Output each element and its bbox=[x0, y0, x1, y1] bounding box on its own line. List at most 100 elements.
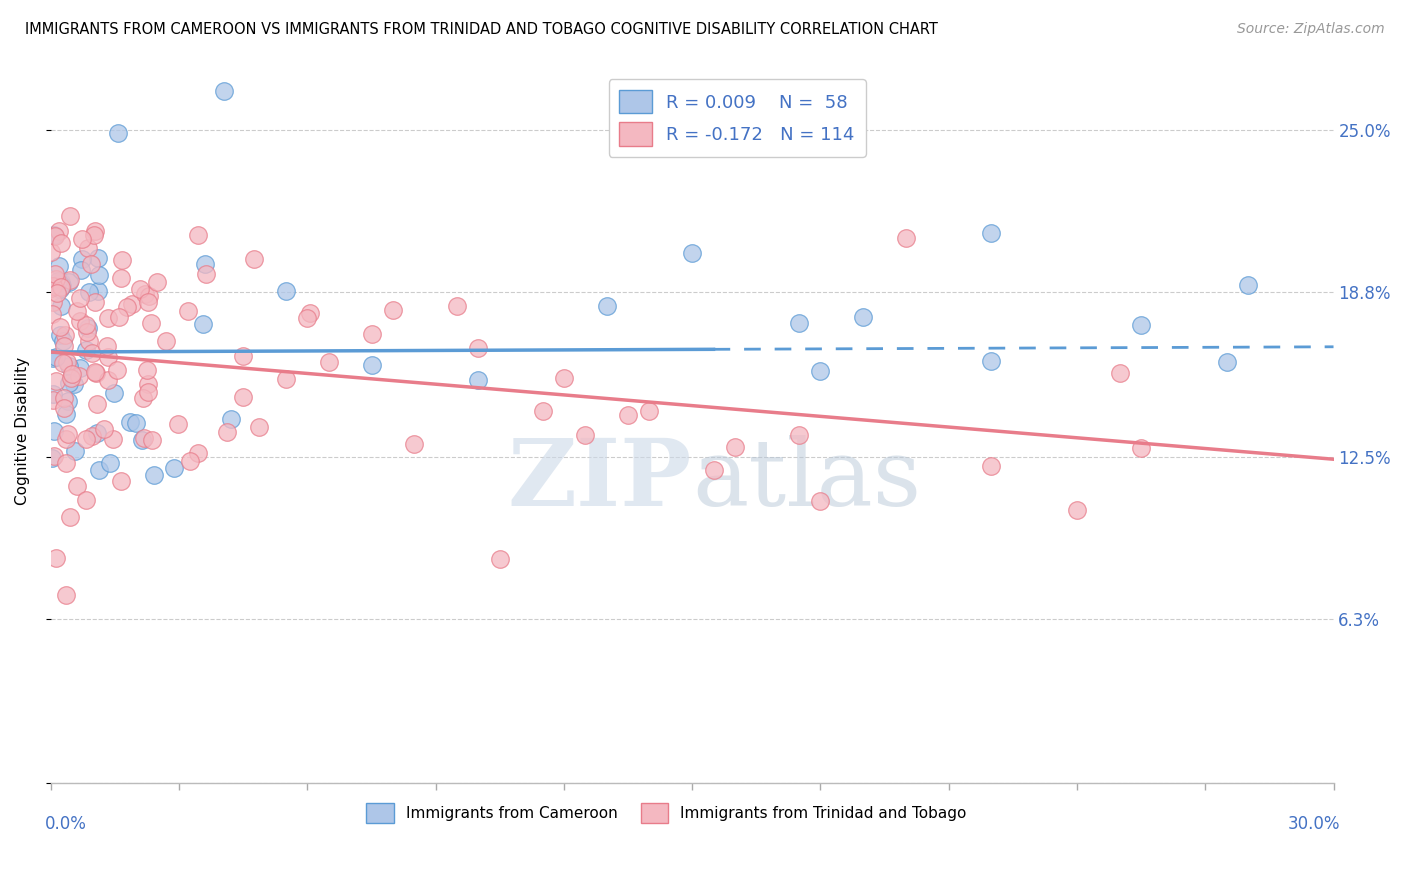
Point bbox=[118, 415, 141, 429]
Point bbox=[75, 343, 97, 357]
Point bbox=[136, 363, 159, 377]
Point bbox=[136, 377, 159, 392]
Text: atlas: atlas bbox=[692, 435, 921, 524]
Point bbox=[76, 325, 98, 339]
Point bbox=[1237, 277, 1260, 292]
Point bbox=[77, 321, 100, 335]
Point bbox=[44, 228, 66, 243]
Point bbox=[83, 365, 105, 379]
Point bbox=[141, 434, 163, 448]
Point bbox=[42, 279, 65, 293]
Point bbox=[138, 295, 160, 310]
Point bbox=[136, 384, 159, 399]
Point bbox=[894, 230, 917, 244]
Point bbox=[179, 454, 201, 468]
Point bbox=[110, 475, 132, 489]
Text: 30.0%: 30.0% bbox=[1288, 815, 1340, 833]
Point bbox=[82, 428, 104, 442]
Point bbox=[75, 318, 97, 332]
Point bbox=[139, 316, 162, 330]
Point bbox=[89, 463, 111, 477]
Point bbox=[177, 304, 200, 318]
Point bbox=[69, 263, 91, 277]
Point bbox=[980, 353, 1002, 368]
Point bbox=[48, 276, 70, 290]
Point bbox=[39, 280, 62, 294]
Point bbox=[219, 412, 242, 426]
Point bbox=[97, 310, 120, 325]
Point bbox=[41, 307, 63, 321]
Point bbox=[595, 299, 617, 313]
Point bbox=[980, 458, 1002, 473]
Point bbox=[49, 235, 72, 250]
Point bbox=[638, 404, 661, 418]
Point bbox=[97, 373, 120, 387]
Point bbox=[51, 275, 73, 289]
Point bbox=[297, 310, 319, 325]
Point bbox=[58, 393, 80, 408]
Point bbox=[86, 425, 108, 440]
Point bbox=[242, 252, 264, 267]
Point bbox=[107, 126, 129, 140]
Point bbox=[69, 360, 91, 375]
Point bbox=[703, 463, 725, 477]
Point bbox=[44, 267, 66, 281]
Point bbox=[138, 289, 160, 303]
Point bbox=[360, 358, 382, 372]
Point bbox=[274, 372, 297, 386]
Point bbox=[86, 397, 108, 411]
Text: Source: ZipAtlas.com: Source: ZipAtlas.com bbox=[1237, 22, 1385, 37]
Point bbox=[810, 494, 832, 508]
Point bbox=[724, 440, 747, 454]
Point bbox=[107, 310, 129, 325]
Point bbox=[195, 267, 218, 281]
Point bbox=[45, 550, 67, 565]
Point bbox=[41, 387, 63, 401]
Point bbox=[124, 416, 146, 430]
Point bbox=[59, 273, 82, 287]
Legend: Immigrants from Cameroon, Immigrants from Trinidad and Tobago: Immigrants from Cameroon, Immigrants fro… bbox=[360, 797, 973, 829]
Point bbox=[55, 407, 77, 421]
Point bbox=[59, 510, 82, 524]
Point bbox=[1108, 367, 1130, 381]
Point bbox=[67, 369, 90, 384]
Point bbox=[187, 446, 209, 460]
Point bbox=[48, 259, 70, 273]
Point bbox=[1130, 318, 1153, 332]
Point bbox=[45, 374, 67, 388]
Point bbox=[488, 551, 510, 566]
Point bbox=[87, 268, 110, 282]
Text: IMMIGRANTS FROM CAMEROON VS IMMIGRANTS FROM TRINIDAD AND TOBAGO COGNITIVE DISABI: IMMIGRANTS FROM CAMEROON VS IMMIGRANTS F… bbox=[25, 22, 938, 37]
Point bbox=[1130, 441, 1153, 455]
Point bbox=[121, 296, 143, 310]
Point bbox=[194, 257, 217, 271]
Point bbox=[58, 376, 80, 390]
Point bbox=[111, 253, 134, 268]
Point bbox=[75, 432, 97, 446]
Point bbox=[63, 444, 86, 458]
Point bbox=[97, 350, 120, 364]
Point bbox=[87, 284, 110, 298]
Point bbox=[51, 279, 73, 293]
Point bbox=[70, 252, 93, 266]
Point bbox=[66, 303, 89, 318]
Point bbox=[53, 328, 76, 343]
Point bbox=[58, 275, 80, 289]
Point bbox=[58, 359, 80, 373]
Point bbox=[82, 346, 104, 360]
Point bbox=[45, 272, 67, 286]
Point bbox=[681, 246, 703, 260]
Point bbox=[467, 373, 489, 387]
Text: 0.0%: 0.0% bbox=[45, 815, 86, 833]
Point bbox=[810, 364, 832, 378]
Point bbox=[41, 393, 63, 408]
Point bbox=[381, 302, 404, 317]
Point bbox=[84, 295, 107, 310]
Point bbox=[72, 232, 94, 246]
Point bbox=[56, 355, 79, 369]
Point bbox=[60, 367, 83, 381]
Point bbox=[115, 300, 138, 314]
Point bbox=[55, 456, 77, 470]
Point bbox=[467, 341, 489, 355]
Point bbox=[105, 363, 128, 377]
